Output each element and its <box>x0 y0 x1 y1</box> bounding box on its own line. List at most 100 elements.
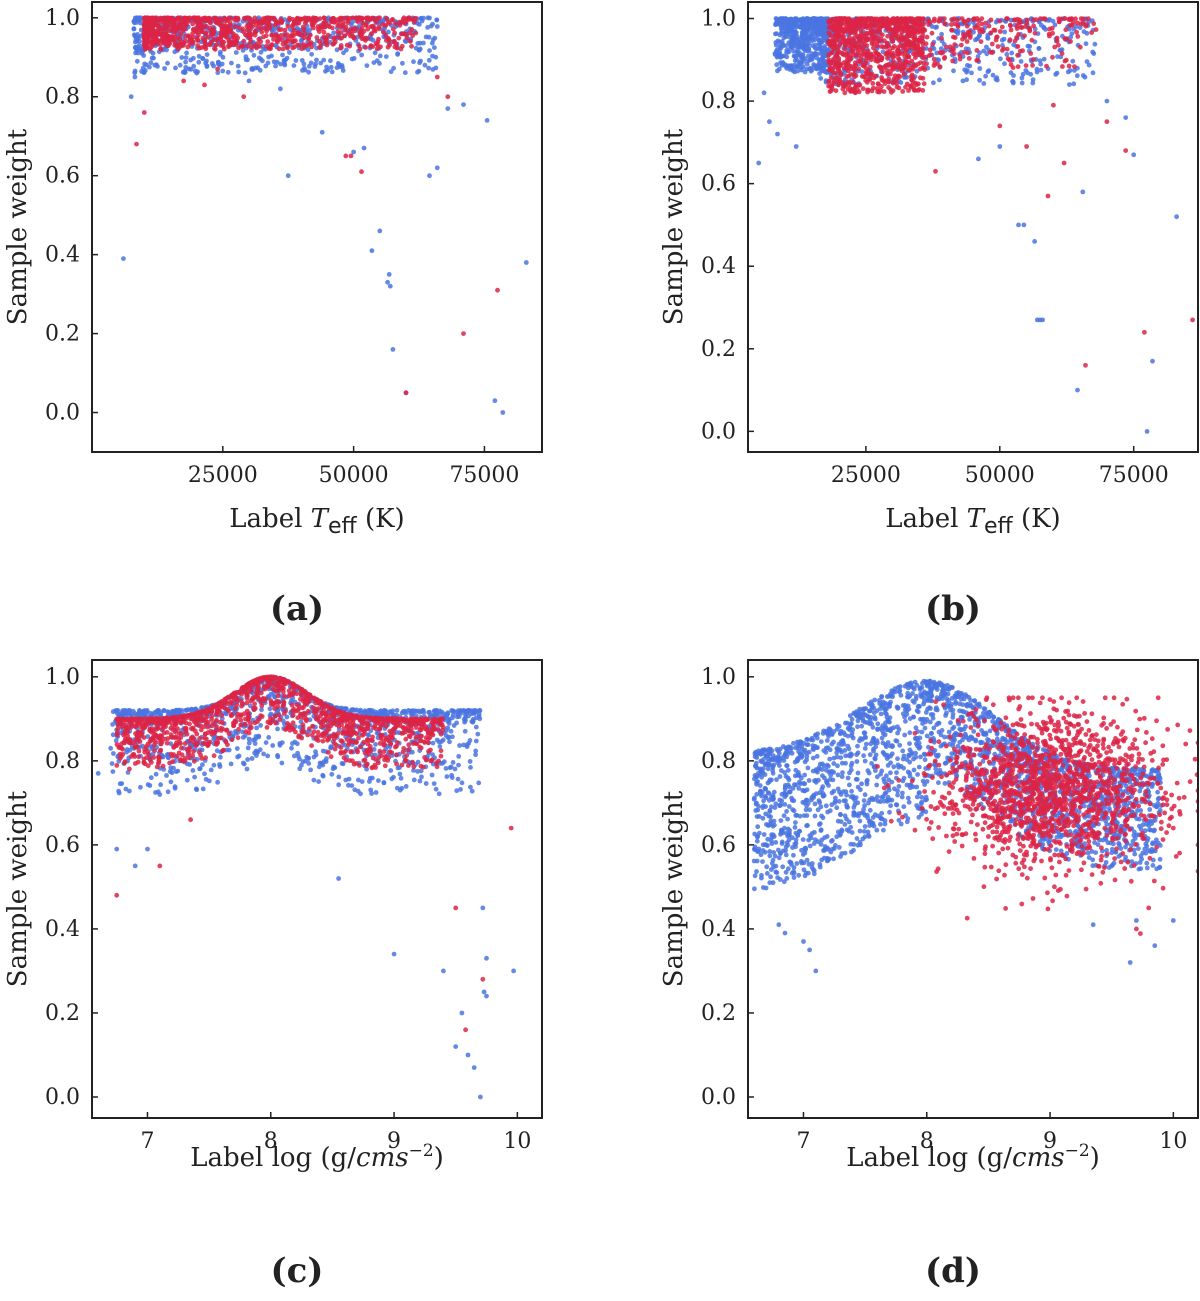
data-point <box>480 906 485 911</box>
data-point <box>1027 27 1032 32</box>
data-point <box>324 759 329 764</box>
data-point <box>133 864 138 869</box>
data-point <box>313 64 318 69</box>
data-point <box>362 710 367 715</box>
data-point <box>191 64 196 69</box>
data-point <box>205 63 210 68</box>
data-point <box>893 73 898 78</box>
data-point <box>900 89 905 94</box>
data-point <box>411 59 416 64</box>
data-point <box>997 124 1002 129</box>
data-point <box>891 81 896 86</box>
data-point <box>1059 17 1064 22</box>
data-point <box>289 698 294 703</box>
data-point <box>886 85 891 90</box>
data-point <box>867 77 872 82</box>
data-point <box>1062 161 1067 166</box>
data-point <box>289 746 294 751</box>
data-point <box>470 789 475 794</box>
data-point <box>351 150 356 155</box>
data-point <box>775 17 780 22</box>
data-point <box>468 759 473 764</box>
data-point <box>252 53 257 58</box>
data-point <box>388 709 393 714</box>
data-point <box>895 52 900 57</box>
data-point <box>218 764 223 769</box>
data-point <box>201 787 206 792</box>
data-point <box>976 157 981 162</box>
data-point <box>845 17 850 22</box>
data-point <box>1075 73 1080 78</box>
data-point <box>442 759 447 764</box>
data-point <box>191 56 196 61</box>
data-point <box>241 94 246 99</box>
data-point <box>373 742 378 747</box>
data-point <box>359 169 364 174</box>
data-point <box>219 713 224 718</box>
data-point <box>980 29 985 34</box>
data-point <box>387 272 392 277</box>
data-point <box>1105 99 1110 104</box>
data-point <box>315 35 320 40</box>
data-point <box>827 68 832 73</box>
data-point <box>233 24 238 29</box>
data-point <box>352 787 357 792</box>
data-point <box>458 787 463 792</box>
data-point <box>263 26 268 31</box>
data-point <box>928 52 933 57</box>
data-point <box>1032 239 1037 244</box>
data-point <box>841 87 846 92</box>
data-point <box>1071 20 1076 25</box>
data-point <box>1055 39 1060 44</box>
data-point <box>794 144 799 149</box>
data-point <box>914 17 919 22</box>
data-point <box>115 708 120 713</box>
data-point <box>427 173 432 178</box>
data-point <box>165 709 170 714</box>
data-point <box>350 57 355 62</box>
data-point <box>215 780 220 785</box>
data-point <box>818 45 823 50</box>
data-point <box>434 710 439 715</box>
data-point <box>463 729 468 734</box>
data-point <box>341 50 346 55</box>
data-point <box>173 66 178 71</box>
data-point <box>419 16 424 21</box>
data-point <box>1009 51 1014 56</box>
data-point <box>323 69 328 74</box>
data-point <box>286 173 291 178</box>
data-point <box>445 94 450 99</box>
data-point <box>855 33 860 38</box>
data-point <box>341 68 346 73</box>
data-point <box>391 66 396 71</box>
data-point <box>906 68 911 73</box>
data-point <box>441 738 446 743</box>
data-point <box>197 767 202 772</box>
data-point <box>365 18 370 23</box>
data-point <box>247 79 252 84</box>
data-point <box>187 762 192 767</box>
data-point <box>250 756 255 761</box>
data-point <box>398 788 403 793</box>
data-point <box>465 744 470 749</box>
data-point <box>965 50 970 55</box>
data-point <box>949 49 954 54</box>
data-point <box>186 17 191 22</box>
data-point <box>876 81 881 86</box>
data-point <box>329 65 334 70</box>
data-point <box>241 761 246 766</box>
data-point <box>1016 64 1021 69</box>
data-point <box>110 761 115 766</box>
data-point <box>363 36 368 41</box>
data-point <box>1031 57 1036 62</box>
data-point <box>511 969 516 974</box>
data-point <box>151 43 156 48</box>
data-point <box>1068 35 1073 40</box>
data-point <box>178 32 183 37</box>
data-point <box>206 16 211 21</box>
data-point <box>145 847 150 852</box>
data-point <box>1033 31 1038 36</box>
data-point <box>456 708 461 713</box>
data-point <box>218 52 223 57</box>
data-point <box>468 785 473 790</box>
